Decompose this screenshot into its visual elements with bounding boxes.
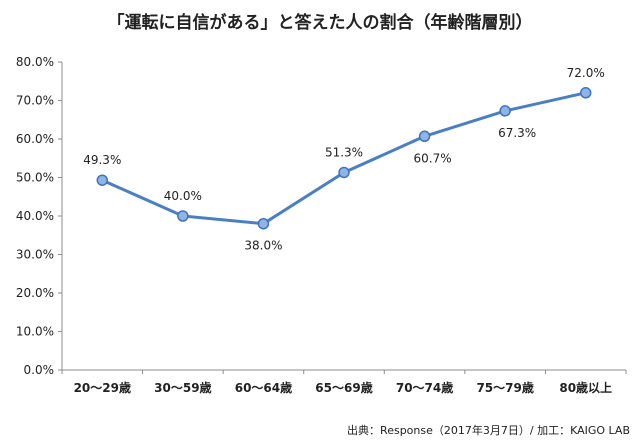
y-tick-label: 30.0% — [16, 248, 54, 262]
plot-area: 0.0% 10.0% 20.0% 30.0% 40.0% 50.0% 60.0% 70.0% 8… — [16, 55, 627, 395]
data-point — [177, 210, 189, 222]
y-tick-label: 0.0% — [24, 363, 55, 377]
data-label: 51.3% — [325, 145, 363, 159]
data-label: 72.0% — [567, 66, 605, 80]
y-tick-label: 50.0% — [16, 171, 54, 185]
data-point — [499, 105, 511, 117]
chart-title: 「運転に自信がある」と答えた人の割合（年齢階層別） — [108, 12, 533, 33]
x-category-label: 80歳以上 — [559, 380, 612, 395]
y-tick-label: 40.0% — [16, 209, 54, 223]
y-tick-label: 10.0% — [16, 325, 54, 339]
x-category-label: 20〜29歳 — [74, 380, 131, 395]
data-label: 38.0% — [244, 239, 282, 253]
source-note: 出典：Response（2017年3月7日）/ 加工：KAIGO LAB — [347, 423, 630, 437]
data-point — [579, 87, 592, 99]
y-tick-label: 20.0% — [16, 286, 54, 300]
data-label: 40.0% — [164, 189, 202, 203]
data-point — [418, 130, 431, 143]
x-category-label: 70〜74歳 — [396, 380, 453, 395]
x-category-label: 60〜64歳 — [235, 380, 292, 395]
x-category-label: 75〜79歳 — [476, 380, 533, 395]
y-tick-label: 60.0% — [16, 132, 54, 146]
y-tick-label: 80.0% — [16, 55, 54, 69]
data-label: 60.7% — [414, 151, 452, 165]
x-category-label: 30〜59歳 — [154, 380, 211, 395]
data-point — [96, 174, 109, 186]
data-label: 67.3% — [498, 126, 536, 140]
data-label: 49.3% — [83, 153, 121, 167]
y-tick-label: 70.0% — [16, 94, 54, 108]
x-category-label: 65〜69歳 — [315, 380, 372, 395]
data-point — [338, 166, 350, 179]
data-point — [257, 217, 270, 230]
